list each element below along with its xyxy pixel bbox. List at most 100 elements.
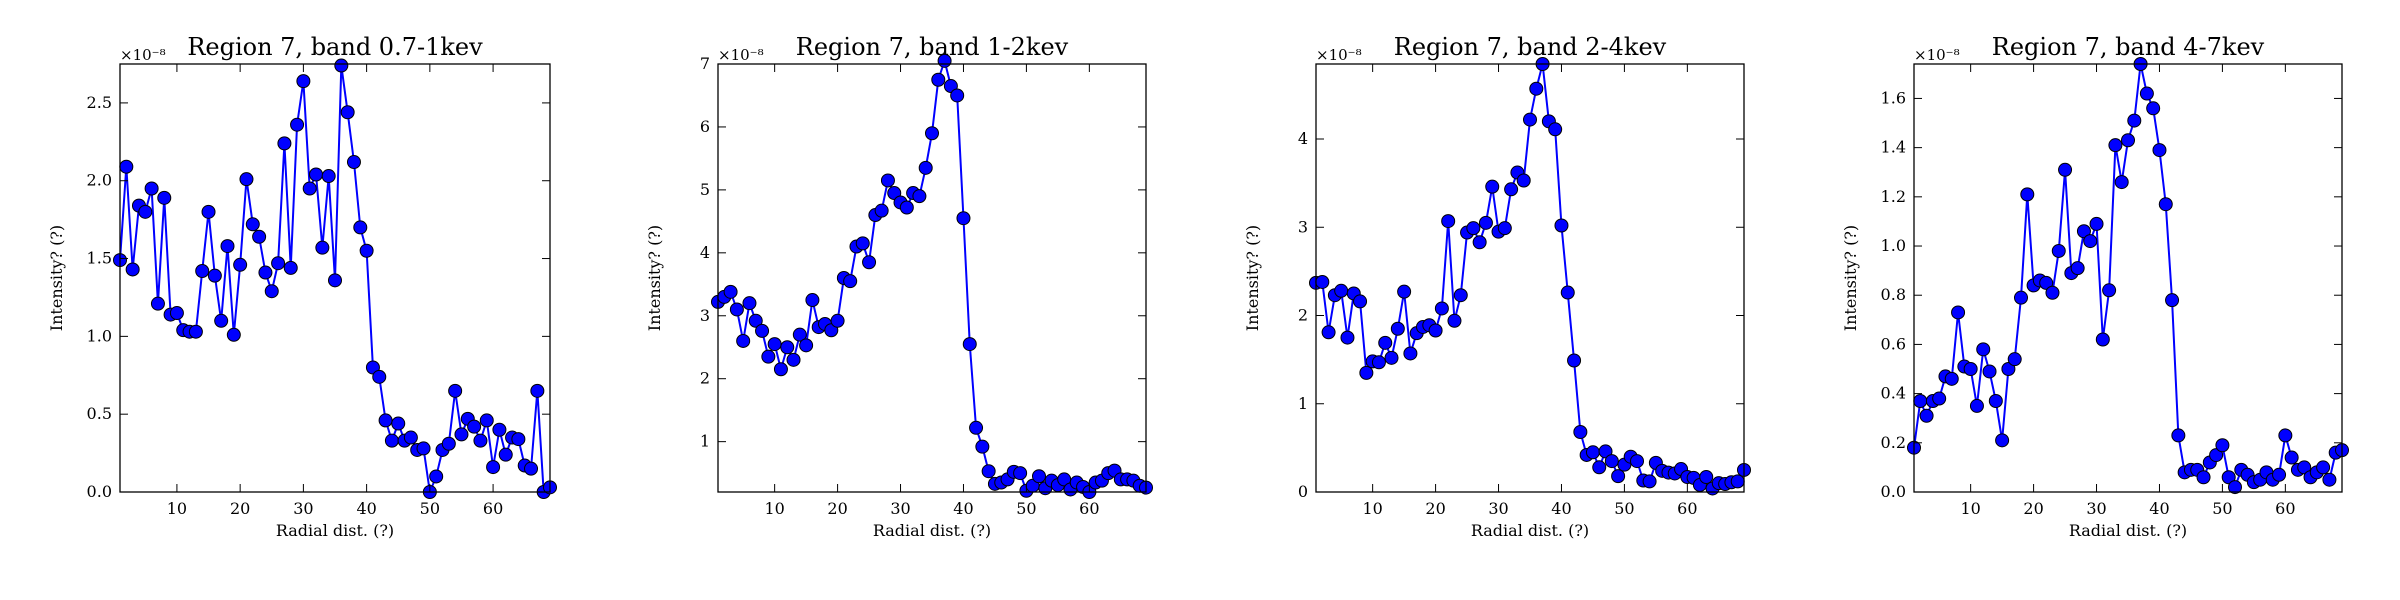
data-point bbox=[1982, 364, 1997, 379]
data-point bbox=[862, 255, 877, 270]
data-point bbox=[1919, 408, 1934, 423]
data-point bbox=[384, 433, 399, 448]
data-point bbox=[2108, 138, 2123, 153]
chart-panel-3: Region 7, band 2-4kev ×10⁻⁸ 10 20 30 40 50 60 0 1… bbox=[1243, 33, 1751, 540]
y-tick-label: 0.0 bbox=[1881, 482, 1906, 501]
data-point bbox=[742, 296, 757, 311]
data-point bbox=[799, 338, 814, 353]
x-tick-label: 10 bbox=[1362, 499, 1382, 518]
data-point bbox=[1585, 445, 1600, 460]
x-tick-label: 30 bbox=[2086, 499, 2106, 518]
data-point bbox=[2083, 234, 2098, 249]
y-tick-label: 2.0 bbox=[87, 171, 112, 190]
x-tick-label: 20 bbox=[230, 499, 250, 518]
data-point bbox=[1560, 285, 1575, 300]
data-point bbox=[969, 420, 984, 435]
data-point bbox=[359, 243, 374, 258]
x-tick-label: 20 bbox=[1425, 499, 1445, 518]
y-tick-label: 1.0 bbox=[87, 326, 112, 345]
data-point bbox=[315, 240, 330, 255]
chart-panel-1: Region 7, band 0.7-1kev ×10⁻⁸ 10 20 30 40 50 60… bbox=[47, 33, 557, 540]
series-line bbox=[1913, 63, 2343, 490]
data-point bbox=[1478, 215, 1493, 230]
data-point bbox=[843, 274, 858, 289]
data-point bbox=[1032, 469, 1046, 484]
data-point bbox=[2089, 216, 2104, 231]
data-point bbox=[1516, 173, 1531, 188]
plot-frame bbox=[1913, 63, 2343, 493]
data-point bbox=[1353, 294, 1368, 309]
x-tick-label: 10 bbox=[167, 499, 187, 518]
data-point bbox=[1642, 474, 1657, 489]
data-point bbox=[1434, 301, 1449, 316]
data-point bbox=[169, 306, 184, 321]
x-tick-label: 20 bbox=[827, 499, 847, 518]
data-point bbox=[2278, 428, 2293, 443]
data-point bbox=[125, 262, 140, 277]
x-tick-label: 10 bbox=[764, 499, 784, 518]
x-axis-label: Radial dist. (?) bbox=[1471, 521, 1589, 540]
plot-frame bbox=[119, 63, 551, 493]
data-point bbox=[2058, 162, 2073, 177]
series-line bbox=[1315, 63, 1745, 491]
data-point bbox=[1630, 454, 1644, 469]
chart-title: Region 7, band 1-2kev bbox=[796, 33, 1069, 61]
data-point bbox=[290, 117, 305, 132]
plot-frame bbox=[717, 63, 1147, 493]
data-point bbox=[334, 58, 349, 73]
x-tick-label: 60 bbox=[1677, 499, 1697, 518]
data-point bbox=[1913, 393, 1928, 408]
y-exponent-label: ×10⁻⁸ bbox=[120, 46, 166, 64]
data-point bbox=[416, 441, 431, 456]
x-tick-label: 40 bbox=[1551, 499, 1571, 518]
y-tick-label: 0.6 bbox=[1881, 334, 1906, 353]
y-tick-label: 6 bbox=[700, 117, 710, 136]
y-exponent-label: ×10⁻⁸ bbox=[1316, 46, 1362, 64]
y-tick-label: 7 bbox=[700, 54, 710, 73]
x-tick-label: 60 bbox=[2275, 499, 2295, 518]
data-point bbox=[1699, 470, 1714, 484]
data-point bbox=[1523, 112, 1537, 127]
data-point bbox=[245, 217, 260, 232]
y-axis-label: Intensity? (?) bbox=[47, 225, 66, 331]
data-point bbox=[2076, 224, 2091, 239]
data-point bbox=[975, 439, 990, 454]
data-point bbox=[1403, 346, 1418, 361]
data-point bbox=[1321, 325, 1336, 340]
data-point bbox=[340, 105, 355, 120]
data-point bbox=[981, 464, 996, 479]
data-point bbox=[1453, 288, 1468, 303]
y-tick-label: 1 bbox=[1298, 394, 1308, 413]
y-tick-label: 0.0 bbox=[87, 482, 112, 501]
y-tick-label: 2.5 bbox=[87, 93, 112, 112]
data-point bbox=[2316, 460, 2331, 475]
data-point bbox=[2209, 448, 2224, 463]
x-axis-label: Radial dist. (?) bbox=[2069, 521, 2187, 540]
data-point bbox=[2165, 293, 2180, 308]
data-point bbox=[1397, 284, 1412, 299]
data-point bbox=[429, 469, 444, 484]
data-point bbox=[1988, 393, 2003, 408]
y-tick-label: 1.0 bbox=[1881, 236, 1906, 255]
y-tick-label: 3 bbox=[1298, 217, 1308, 236]
data-point bbox=[736, 333, 751, 348]
data-point bbox=[321, 169, 336, 184]
data-point bbox=[448, 383, 463, 398]
y-axis-label: Intensity? (?) bbox=[645, 225, 664, 331]
data-point bbox=[899, 200, 914, 215]
data-point bbox=[511, 432, 526, 447]
data-point bbox=[1592, 460, 1607, 475]
data-point bbox=[773, 362, 788, 377]
data-point bbox=[302, 181, 317, 196]
data-point bbox=[1730, 474, 1745, 489]
data-point bbox=[2001, 362, 2016, 377]
data-point bbox=[1359, 365, 1374, 380]
y-exponent-label: ×10⁻⁸ bbox=[1914, 46, 1960, 64]
data-point bbox=[157, 190, 172, 205]
data-point bbox=[441, 436, 456, 451]
data-point bbox=[2322, 472, 2337, 487]
data-point bbox=[492, 422, 507, 437]
y-axis-label: Intensity? (?) bbox=[1243, 225, 1262, 331]
x-tick-label: 30 bbox=[293, 499, 313, 518]
